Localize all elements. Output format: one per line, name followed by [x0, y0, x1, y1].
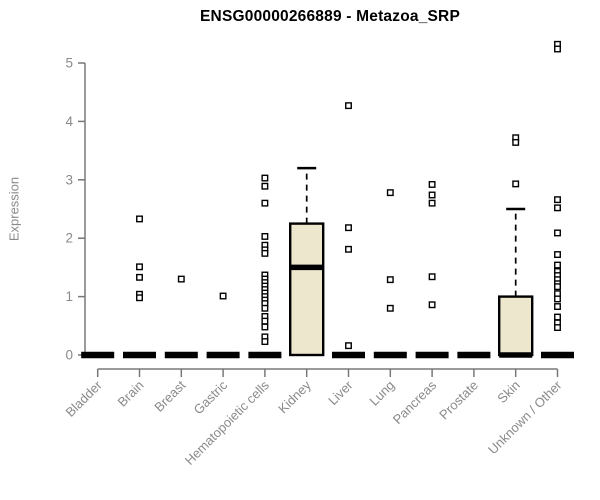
box-iqr: [289, 222, 325, 357]
outlier-point: [261, 174, 269, 182]
outlier-point: [261, 249, 269, 257]
median-line: [541, 351, 574, 359]
y-tick-label: 5: [65, 56, 73, 71]
outlier-point: [428, 273, 436, 281]
outlier-point: [554, 295, 561, 303]
outlier-point: [554, 313, 561, 321]
x-tick-label: Skin: [494, 378, 522, 406]
outlier-point: [554, 283, 561, 291]
outlier-point: [554, 303, 561, 310]
x-tick-label: Lung: [366, 378, 397, 409]
outlier-point: [386, 189, 394, 197]
median-line: [415, 351, 449, 359]
outlier-point: [554, 196, 561, 204]
outlier-point: [512, 180, 520, 188]
x-tick-label: Unknown / Other: [485, 377, 565, 457]
outlier-point: [554, 204, 561, 212]
outlier-point: [386, 276, 394, 284]
outlier-point: [428, 181, 436, 188]
outlier-point: [261, 338, 269, 346]
outlier-point: [261, 199, 269, 207]
outlier-point: [345, 102, 352, 110]
outlier-point: [345, 224, 352, 232]
outlier-point: [428, 199, 436, 207]
x-tick-label: Brain: [115, 378, 147, 410]
median-line: [248, 351, 282, 359]
y-tick-label: 0: [65, 348, 73, 363]
outlier-point: [512, 138, 520, 146]
outlier-point: [554, 251, 561, 259]
outlier-point: [219, 292, 227, 300]
outlier-point: [345, 245, 352, 253]
x-tick-label: Breast: [151, 377, 188, 414]
y-tick-label: 2: [65, 231, 73, 246]
x-tick-label: Prostate: [436, 378, 481, 423]
outlier-point: [428, 191, 436, 199]
outlier-point: [136, 215, 143, 223]
box-iqr: [498, 295, 534, 357]
median-line: [457, 351, 491, 359]
outlier-point: [261, 323, 269, 331]
x-tick-label: Kidney: [275, 377, 314, 416]
outlier-point: [554, 45, 561, 53]
outlier-point: [428, 301, 436, 309]
y-tick-label: 4: [65, 114, 73, 129]
median-line: [373, 351, 407, 359]
outlier-point: [554, 261, 561, 269]
median-line: [332, 351, 365, 359]
outlier-point: [261, 232, 269, 240]
y-tick-label: 1: [65, 289, 73, 304]
outlier-point: [386, 304, 394, 312]
outlier-point: [136, 294, 143, 302]
median-line: [123, 351, 156, 359]
x-tick-label: Bladder: [63, 377, 106, 420]
outlier-point: [136, 263, 143, 271]
outlier-point: [554, 229, 561, 237]
x-tick-label: Pancreas: [390, 377, 440, 427]
x-tick-label: Liver: [325, 377, 356, 408]
outlier-point: [136, 273, 143, 281]
x-tick-label: Gastric: [191, 377, 231, 417]
outlier-point: [261, 304, 269, 312]
y-tick-label: 3: [65, 172, 73, 187]
outlier-point: [177, 275, 185, 283]
chart-title: ENSG00000266889 - Metazoa_SRP: [200, 8, 460, 25]
median-line: [206, 351, 240, 359]
outlier-point: [261, 182, 269, 190]
outlier-point: [345, 342, 352, 350]
median-line: [164, 351, 198, 359]
median-line: [81, 351, 115, 359]
outlier-point: [261, 317, 269, 325]
outlier-point: [554, 324, 561, 332]
